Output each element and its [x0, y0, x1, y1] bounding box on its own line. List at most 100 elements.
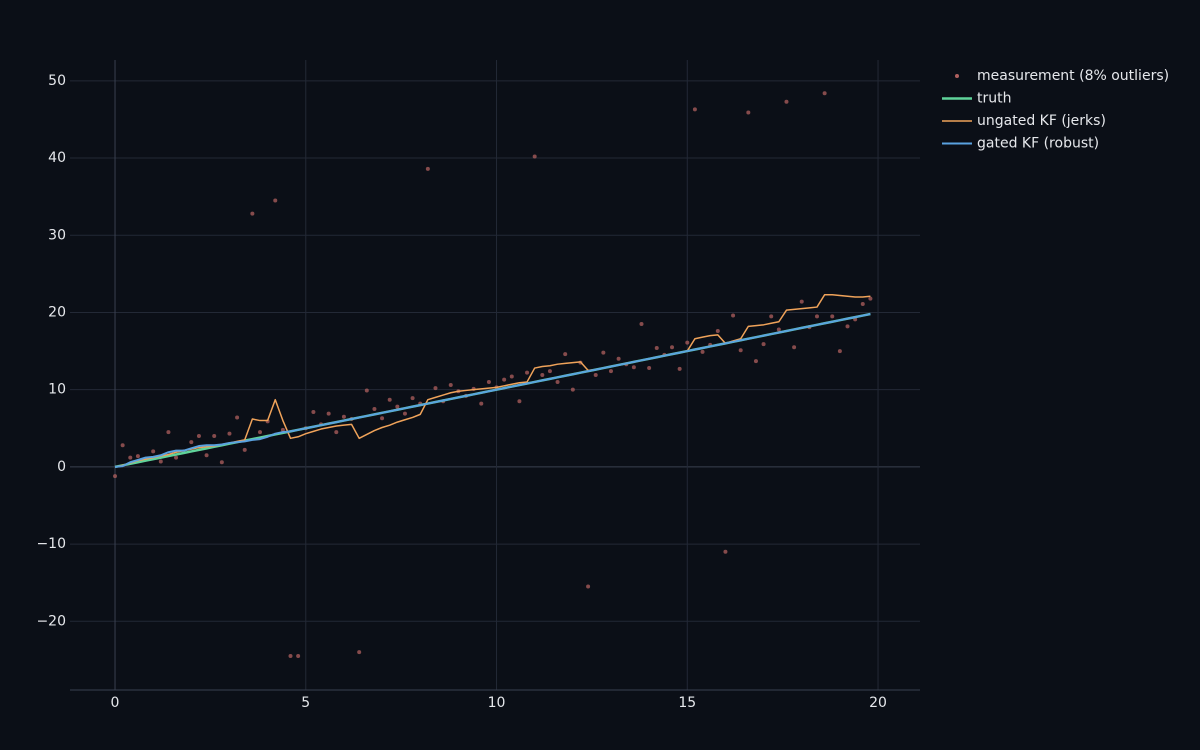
measurement-point — [158, 459, 163, 464]
y-tick-label: 0 — [57, 459, 66, 475]
measurement-point — [860, 301, 865, 306]
measurement-point — [227, 431, 232, 436]
x-tick-label: 15 — [678, 695, 696, 711]
measurement-point — [219, 460, 224, 465]
measurement-point — [555, 379, 560, 384]
measurement-point — [242, 447, 247, 452]
measurement-point — [547, 369, 552, 374]
legend-marker — [955, 74, 959, 78]
measurement-point — [372, 406, 377, 411]
measurement-point — [326, 411, 331, 416]
measurement-point — [593, 373, 598, 377]
measurement-point — [128, 455, 133, 460]
measurement-point — [364, 388, 369, 393]
measurement-point — [677, 366, 682, 371]
measurement-point — [448, 383, 453, 388]
measurement-point — [166, 430, 171, 435]
measurement-point — [189, 440, 194, 445]
measurement-point — [212, 433, 217, 438]
measurement-point — [608, 369, 613, 374]
measurement-point — [738, 348, 743, 353]
measurement-point — [433, 386, 438, 391]
measurement-point — [685, 340, 690, 345]
measurement-point — [502, 377, 507, 382]
measurement-point — [425, 166, 430, 171]
x-tick-label: 0 — [111, 695, 120, 711]
measurement-point — [280, 427, 285, 432]
measurement-point — [830, 314, 835, 319]
legend-label: truth — [977, 91, 1011, 107]
measurement-point — [753, 359, 758, 364]
measurement-point — [311, 410, 316, 415]
measurement-point — [341, 414, 346, 419]
measurement-point — [700, 349, 705, 354]
measurement-point — [601, 350, 606, 355]
x-tick-label: 10 — [488, 695, 506, 711]
y-tick-label: −20 — [36, 613, 66, 629]
measurement-point — [639, 322, 644, 327]
measurement-point — [776, 327, 781, 332]
measurement-point — [792, 345, 797, 350]
measurement-point — [486, 379, 491, 384]
x-tick-label: 5 — [301, 695, 310, 711]
measurement-point — [715, 328, 720, 333]
measurement-point — [296, 654, 301, 659]
measurement-point — [784, 99, 789, 104]
measurement-point — [670, 345, 675, 350]
measurement-point — [868, 296, 873, 301]
measurement-point — [761, 342, 766, 347]
measurement-point — [357, 650, 362, 655]
y-tick-label: 40 — [48, 150, 66, 166]
measurement-point — [387, 397, 392, 402]
measurement-point — [120, 443, 125, 448]
measurement-point — [692, 107, 697, 112]
measurement-point — [395, 404, 400, 409]
measurement-point — [837, 349, 842, 354]
measurement-point — [479, 401, 484, 406]
measurement-point — [540, 373, 545, 377]
measurement-point — [799, 299, 804, 304]
legend-label: gated KF (robust) — [977, 136, 1099, 152]
measurement-point — [113, 474, 118, 479]
measurement-point — [273, 198, 278, 203]
series-line — [114, 313, 871, 468]
measurement-point — [174, 455, 179, 460]
measurement-point — [731, 313, 736, 318]
measurement-point — [822, 91, 827, 96]
measurement-point — [257, 430, 262, 435]
measurement-point — [532, 154, 537, 159]
measurement-point — [402, 411, 407, 416]
measurement-point — [196, 433, 201, 438]
measurement-point — [570, 387, 575, 392]
measurement-point — [616, 356, 621, 361]
measurement-point — [380, 416, 385, 421]
measurement-point — [654, 345, 659, 350]
y-tick-label: 10 — [48, 382, 66, 398]
measurement-point — [509, 374, 514, 379]
measurement-point — [845, 324, 850, 329]
measurement-point — [204, 453, 209, 458]
measurement-point — [631, 365, 636, 370]
measurement-point — [769, 314, 774, 319]
x-tick-label: 20 — [869, 695, 887, 711]
y-tick-label: 20 — [48, 304, 66, 320]
measurement-point — [410, 396, 415, 401]
measurement-point — [250, 211, 255, 216]
measurement-point — [746, 110, 751, 115]
y-tick-label: −10 — [36, 536, 66, 552]
measurement-point — [563, 352, 568, 357]
measurement-point — [814, 314, 819, 319]
series-line — [114, 293, 871, 468]
legend-label: measurement (8% outliers) — [977, 68, 1169, 84]
measurement-point — [288, 654, 293, 659]
measurement-point — [517, 399, 522, 404]
measurement-point — [586, 584, 591, 589]
measurement-point — [647, 366, 652, 371]
measurement-point — [135, 454, 140, 459]
legend-label: ungated KF (jerks) — [977, 113, 1106, 129]
measurement-point — [525, 370, 530, 375]
measurement-point — [723, 549, 728, 554]
